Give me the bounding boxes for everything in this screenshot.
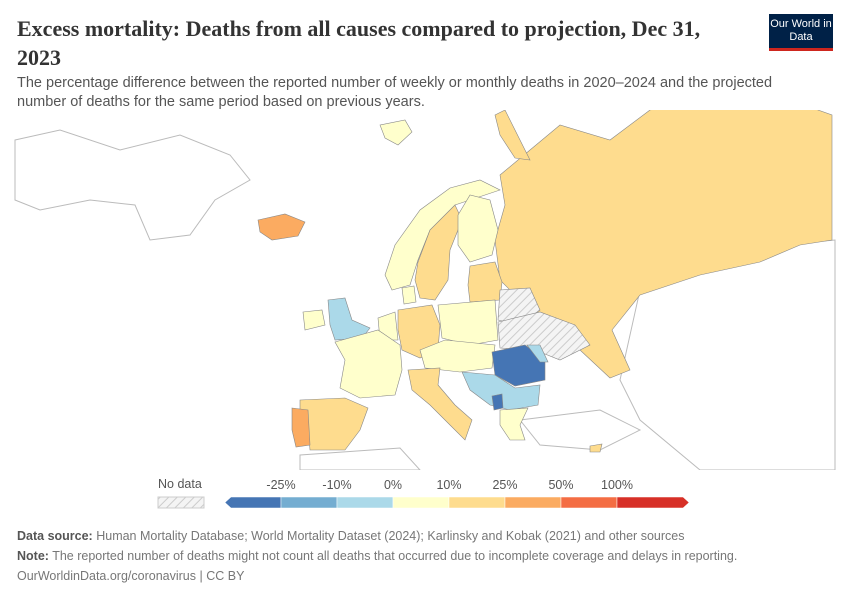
legend-tick-label: -25% [266,478,295,492]
country-norway[interactable] [384,179,501,291]
country-iceland[interactable] [257,213,306,241]
country-france[interactable] [334,329,403,399]
country-czechia-austria-hungary[interactable] [419,339,496,373]
background-land [14,129,836,470]
legend-bin[interactable] [616,496,690,509]
legend-tick-label: 50% [548,478,573,492]
owid-logo[interactable]: Our World in Data [769,14,833,51]
legend-tick-label: -10% [322,478,351,492]
legend-bin[interactable] [504,496,562,509]
chart-subtitle: The percentage difference between the re… [17,75,773,110]
country-baltics[interactable] [467,261,503,303]
note-text: The reported number of deaths might not … [52,549,738,563]
note: Note: The reported number of deaths migh… [17,549,737,563]
country-italy[interactable] [407,367,473,441]
country-spain[interactable] [299,397,369,451]
legend-tick-label: 100% [601,478,633,492]
source-link[interactable]: OurWorldinData.org/coronavirus | CC BY [17,569,245,583]
data-source: Data source: Human Mortality Database; W… [17,529,684,543]
country-svalbard[interactable] [379,119,413,146]
legend-bin[interactable] [224,496,282,509]
legend-bin[interactable] [392,496,450,509]
country-sweden[interactable] [414,204,463,301]
legend-bin[interactable] [448,496,506,509]
chart-title: Excess mortality: Deaths from all causes… [17,16,701,70]
country-greece[interactable] [499,407,529,441]
source-text: Human Mortality Database; World Mortalit… [96,529,685,543]
legend-bin[interactable] [280,496,338,509]
legend-tick-label: 25% [492,478,517,492]
country-uk[interactable] [327,297,371,341]
note-label: Note: [17,549,49,563]
europe-map[interactable] [0,110,850,470]
legend-bin[interactable] [336,496,394,509]
country-balkans[interactable] [461,371,541,411]
legend-tick-label: 10% [436,478,461,492]
no-data-swatch [157,496,205,509]
source-label: Data source: [17,529,93,543]
country-montenegro[interactable] [491,393,504,411]
legend: No data -25% -10% 0% 10% 25% 50% 100% [157,477,690,509]
country-ireland[interactable] [302,309,326,331]
legend-tick-label: 0% [384,478,402,492]
country-moldova[interactable] [526,344,549,363]
country-cyprus[interactable] [589,443,603,453]
country-poland[interactable] [437,299,499,346]
no-data-label: No data [158,477,202,491]
country-finland[interactable] [457,194,499,263]
country-denmark[interactable] [401,285,417,305]
legend-bin[interactable] [560,496,618,509]
country-russia-novaya-zemlya[interactable] [494,110,531,161]
country-portugal[interactable] [291,407,311,448]
